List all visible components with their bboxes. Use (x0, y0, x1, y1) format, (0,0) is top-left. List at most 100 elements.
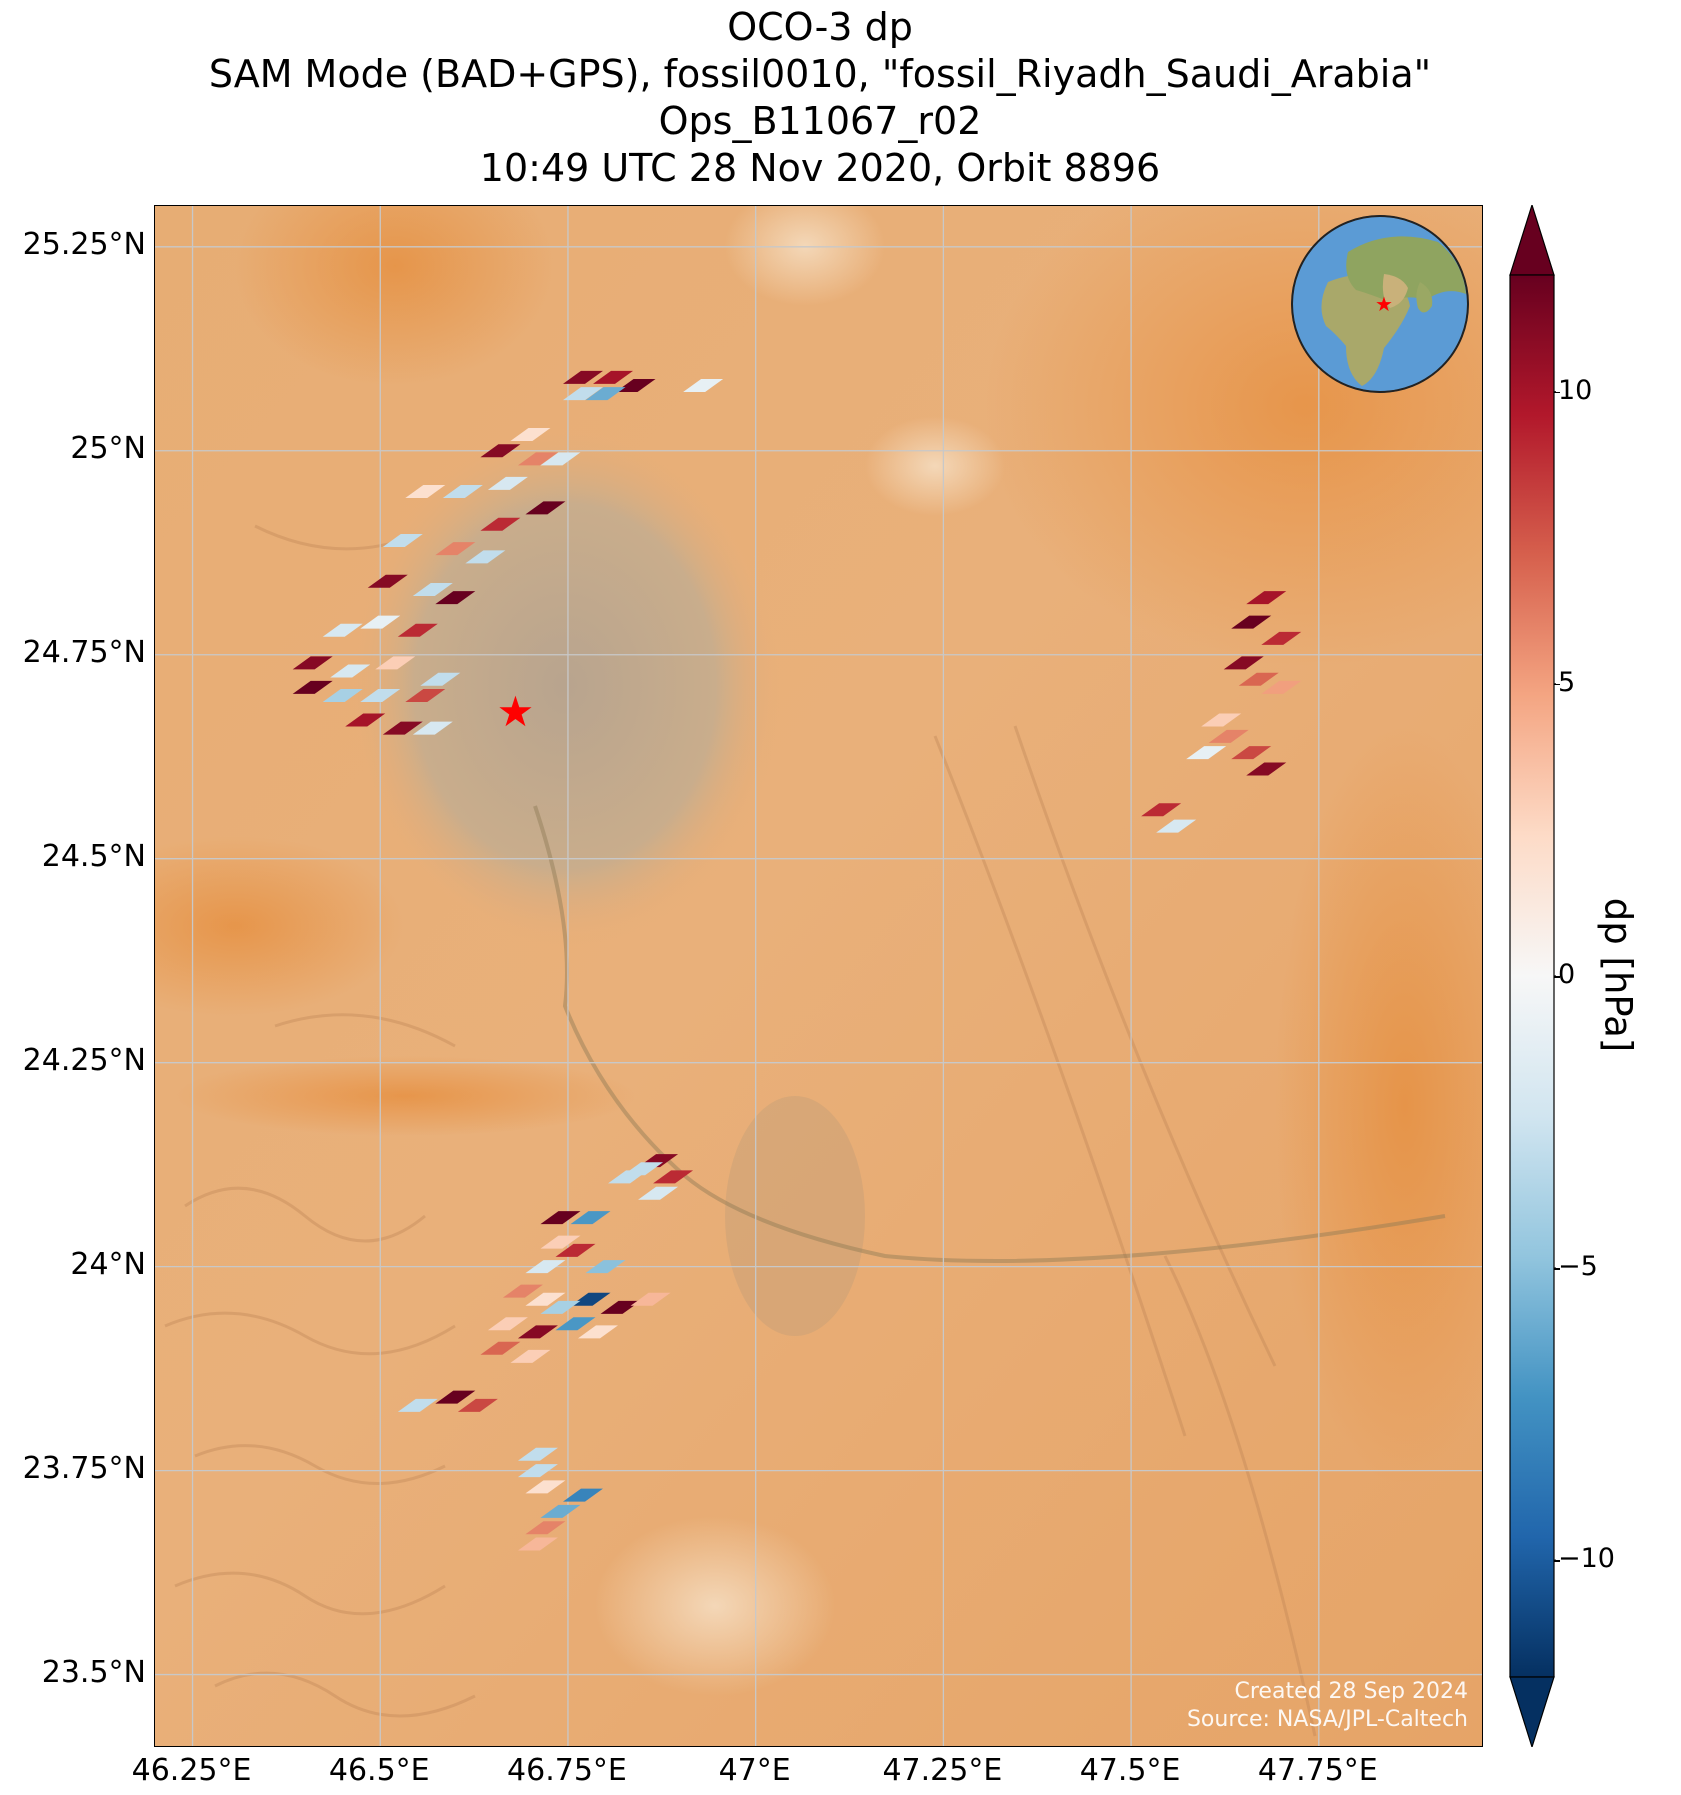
lat-tick-label: 23.75°N (22, 1450, 146, 1486)
dp-sounding (562, 1488, 603, 1502)
dp-sounding (525, 1292, 566, 1306)
wadi (533, 805, 1446, 1263)
dp-sounding (382, 534, 423, 548)
credit-source: Source: NASA/JPL-Caltech (1186, 1707, 1468, 1732)
dp-sounding (1201, 713, 1242, 727)
dp-sounding (555, 1243, 596, 1257)
light-patch (865, 416, 1005, 516)
dune-band (1275, 726, 1482, 1486)
light-patch (725, 206, 885, 306)
dp-sounding (540, 1300, 581, 1314)
lon-tick-label: 47.5°E (1079, 1753, 1181, 1788)
dp-sounding (367, 574, 408, 588)
dp-sounding (593, 370, 634, 384)
dp-sounding (540, 452, 581, 466)
dp-sounding (502, 1284, 543, 1298)
dp-sounding (683, 378, 724, 392)
lat-tick-label: 24.75°N (22, 634, 146, 670)
dp-sounding (1141, 803, 1182, 817)
dp-sounding (1231, 746, 1272, 760)
dp-sounding (540, 1235, 581, 1249)
title-line-1: OCO-3 dp (727, 5, 913, 49)
dp-sounding (525, 1521, 566, 1535)
title-line-3: Ops_B11067_r02 (658, 99, 982, 143)
dp-sounding (420, 672, 461, 686)
dp-sounding (442, 485, 483, 499)
globe-land-arabia (1382, 274, 1408, 308)
colorbar-bar (1509, 274, 1555, 1678)
dp-sounding (480, 444, 521, 458)
dp-sounding (562, 370, 603, 384)
globe-land-india (1416, 282, 1433, 313)
target-layer: ★ (497, 687, 535, 736)
dp-sounding (1208, 729, 1249, 743)
globe-limb (1291, 215, 1469, 393)
dp-sounding (517, 1537, 558, 1551)
dp-sounding (608, 1170, 649, 1184)
dp-sounding (435, 1390, 476, 1404)
dp-sounding (360, 689, 401, 703)
colorbar-tick-label: 5 (1558, 666, 1576, 698)
dp-sounding (1246, 591, 1287, 605)
dp-sounding (1238, 672, 1279, 686)
colorbar-tick-mark (1554, 391, 1560, 394)
dune-band (175, 1056, 635, 1136)
dp-sounding (555, 1317, 596, 1331)
dp-sounding (517, 1464, 558, 1478)
dp-soundings (292, 370, 1302, 1551)
dp-sounding (510, 1349, 551, 1363)
dp-sounding (570, 1292, 611, 1306)
lat-tick-label: 23.5°N (41, 1654, 146, 1690)
dp-sounding (435, 591, 476, 605)
dp-sounding (615, 378, 656, 392)
lon-tick-label: 46.5°E (328, 1753, 430, 1788)
graticule (155, 206, 1482, 1746)
dp-sounding (412, 721, 453, 735)
lat-tick-label: 24°N (70, 1246, 146, 1282)
figure-title: OCO-3 dp SAM Mode (BAD+GPS), fossil0010,… (0, 4, 1640, 192)
colorbar-tick-label: 10 (1558, 374, 1593, 406)
lat-tick-label: 25°N (70, 430, 146, 466)
dp-sounding (382, 721, 423, 735)
dp-sounding (525, 501, 566, 515)
credit-text: Created 28 Sep 2024 Source: NASA/JPL-Cal… (1187, 1678, 1468, 1734)
dp-sounding (360, 615, 401, 629)
inset-globe: ★ (1291, 215, 1469, 393)
dp-sounding (1223, 656, 1264, 670)
colorbar-tick-label: 0 (1558, 959, 1576, 990)
dp-sounding (457, 1398, 498, 1412)
dp-sounding (517, 1447, 558, 1461)
dp-sounding (322, 689, 363, 703)
light-patch (595, 1516, 835, 1696)
lat-tick-label: 24.25°N (22, 1042, 146, 1078)
dp-sounding (525, 1480, 566, 1494)
dp-sounding (540, 1211, 581, 1225)
colorbar-tick-label: −5 (1558, 1251, 1598, 1283)
dp-sounding (465, 550, 506, 564)
lon-tick-label: 47°E (718, 1753, 791, 1788)
target-star-marker: ★ (497, 687, 535, 736)
dp-sounding (540, 1504, 581, 1518)
city-area (350, 426, 780, 946)
dp-sounding (562, 387, 603, 401)
dp-sounding (397, 623, 438, 637)
colorbar-tick-mark (1554, 1560, 1560, 1562)
title-line-2: SAM Mode (BAD+GPS), fossil0010, "fossil_… (208, 52, 1432, 96)
colorbar-tick-mark (1554, 1268, 1560, 1270)
colorbar-title: dp [hPa] (1596, 897, 1640, 1053)
dp-sounding (480, 517, 521, 531)
dp-sounding (1156, 819, 1197, 833)
lon-tick-label: 46.75°E (507, 1753, 627, 1788)
colorbar-extend-top (1509, 205, 1555, 276)
lon-tick-label: 46.25°E (131, 1753, 252, 1788)
dp-sounding (435, 542, 476, 556)
dune-band (235, 206, 555, 386)
dp-sounding (578, 1325, 618, 1339)
lon-tick-label: 47.75°E (1257, 1753, 1378, 1788)
map-panel[interactable]: ★ ★ Created 28 Sep 2024 Source: NASA/JPL… (154, 205, 1483, 1747)
dp-sounding (585, 387, 626, 401)
dp-sounding (292, 680, 333, 694)
dp-sounding (292, 656, 333, 670)
dp-sounding (345, 713, 386, 727)
dp-sounding (600, 1300, 641, 1314)
